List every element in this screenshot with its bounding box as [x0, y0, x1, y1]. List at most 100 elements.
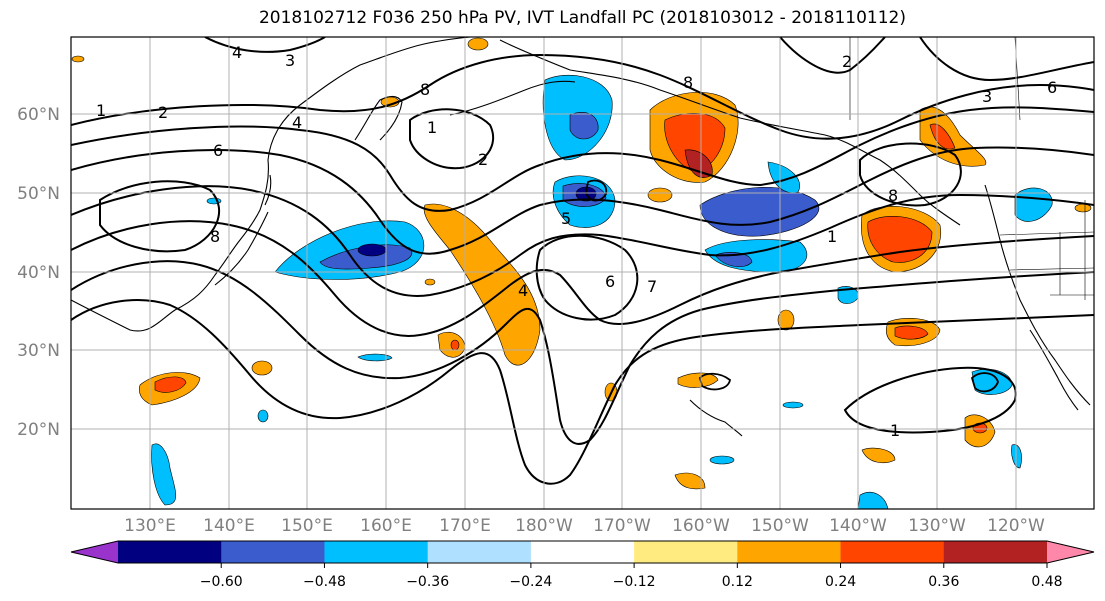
- contour-label: 8: [683, 73, 693, 92]
- pv-contours: [71, 37, 1094, 485]
- colorbar-tick-label: −0.48: [303, 574, 346, 590]
- pos-anomaly-core: [450, 339, 460, 351]
- contour-subtropical: [843, 366, 1017, 434]
- colorbar-tick-label: 0.24: [825, 574, 856, 590]
- contour-label: 4: [518, 281, 528, 300]
- pos-anomaly-blob: [647, 187, 673, 203]
- lon-label: 160°W: [672, 516, 730, 536]
- contour-label: 1: [890, 421, 900, 440]
- aleutian-islands: [449, 80, 576, 116]
- lon-label: 170°W: [593, 516, 651, 536]
- colorbar-cell: [530, 541, 635, 563]
- longitude-labels: 130°E 140°E 150°E 160°E 170°E 180°W 170°…: [124, 516, 1045, 536]
- lat-label: 30°N: [17, 341, 60, 361]
- asia-coastline: [71, 37, 471, 332]
- contour-label: 6: [213, 141, 223, 160]
- colorbar-cell: [737, 541, 842, 563]
- lon-label: 170°E: [439, 516, 491, 536]
- neg-anomaly-blob: [782, 401, 804, 409]
- baja-coastline: [1029, 329, 1079, 411]
- colorbar-cell: [840, 541, 945, 563]
- contour-label: 4: [292, 113, 302, 132]
- contour-label: 3: [982, 87, 992, 106]
- contour-closed-west: [99, 180, 221, 253]
- colorbar-low-extend: [71, 541, 118, 563]
- figure-title: 2018102712 F036 250 hPa PV, IVT Landfall…: [258, 8, 906, 28]
- neg-anomaly-core: [357, 243, 387, 257]
- colorbar-cell: [118, 541, 222, 563]
- neg-anomaly-blob: [357, 353, 393, 362]
- contour-label: 1: [427, 118, 437, 137]
- lon-label: 120°W: [987, 516, 1045, 536]
- contour-label: 1: [96, 101, 106, 120]
- lat-label: 60°N: [17, 105, 60, 125]
- colorbar-cell: [943, 541, 1048, 563]
- contour-label: 8: [210, 227, 220, 246]
- pos-anomaly-blob: [71, 55, 85, 63]
- contour-label: 6: [1047, 78, 1057, 97]
- contour-label: 8: [420, 80, 430, 99]
- neg-anomaly-blob: [151, 443, 177, 506]
- pos-anomaly-blob: [251, 360, 273, 376]
- contour-labels: 1 2 4 6 8 5 6 7 1 8 1 8 1 2 4 4 3 8 2 6 …: [96, 43, 1057, 440]
- pos-anomaly-blob: [677, 372, 719, 388]
- kamchatka-coastline: [354, 95, 403, 141]
- contour-label: 8: [888, 186, 898, 205]
- neg-anomaly-blob: [257, 409, 269, 423]
- contour-label: 3: [285, 51, 295, 70]
- coastlines: [71, 37, 1091, 437]
- lon-label: 140°E: [203, 516, 255, 536]
- colorbar: −0.60 −0.48 −0.36 −0.24 −0.12 0.12 0.24 0.36 0.4…: [70, 540, 1095, 590]
- neg-anomaly-blob: [709, 455, 735, 465]
- ivt-contours: [585, 179, 999, 393]
- contour-label: 2: [842, 52, 852, 71]
- neg-anomaly-blob: [857, 491, 889, 509]
- contour-closed-high: [409, 108, 495, 170]
- north-america-coastline: [984, 184, 1091, 406]
- contour-closed-low: [535, 234, 639, 321]
- pos-anomaly-blob: [919, 106, 987, 167]
- contour-label: 4: [232, 43, 242, 62]
- lon-label: 130°E: [124, 516, 176, 536]
- colorbar-cell: [221, 541, 325, 563]
- pos-anomaly-blob: [929, 123, 956, 150]
- map-frame: [70, 36, 1095, 510]
- colorbar-tick-label: −0.60: [200, 574, 243, 590]
- lon-label: 180°W: [515, 516, 573, 536]
- contour-label: 7: [647, 277, 657, 296]
- pos-anomaly-blob: [467, 37, 489, 51]
- lat-label: 20°N: [17, 420, 60, 440]
- colorbar-cell: [634, 541, 738, 563]
- contour-label: 2: [158, 103, 168, 122]
- neg-anomaly-blob: [767, 161, 800, 194]
- pos-anomaly-blob: [674, 472, 706, 490]
- lat-label: 40°N: [17, 263, 60, 283]
- contour-closed-east: [859, 142, 962, 207]
- lat-label: 50°N: [17, 184, 60, 204]
- colorbar-cell: [324, 541, 429, 563]
- pos-anomaly-blob: [154, 376, 187, 393]
- colorbar-cell: [427, 541, 532, 563]
- lon-label: 150°E: [281, 516, 333, 536]
- pos-anomaly-blob: [894, 325, 929, 340]
- lon-label: 140°W: [829, 516, 887, 536]
- neg-anomaly-blob: [569, 111, 599, 140]
- contour-label: 6: [605, 272, 615, 291]
- lon-label: 150°W: [751, 516, 809, 536]
- colorbar-tick-label: −0.12: [613, 574, 656, 590]
- lon-label: 160°E: [360, 516, 412, 536]
- contour-label: 1: [827, 227, 837, 246]
- hawaii-islands: [689, 399, 743, 437]
- pos-anomaly-blob: [861, 447, 896, 464]
- colorbar-tick-label: 0.48: [1031, 574, 1062, 590]
- colorbar-tick-label: 0.12: [722, 574, 753, 590]
- colorbar-high-extend: [1047, 541, 1094, 563]
- contour-label: 5: [561, 209, 571, 228]
- neg-anomaly-blob: [1011, 444, 1022, 469]
- colorbar-tick-label: −0.36: [406, 574, 449, 590]
- latitude-labels: 60°N 50°N 40°N 30°N 20°N: [17, 105, 60, 440]
- pos-anomaly-blob: [424, 278, 436, 286]
- gridlines: [71, 37, 1094, 509]
- pos-anomaly-blob: [777, 309, 795, 331]
